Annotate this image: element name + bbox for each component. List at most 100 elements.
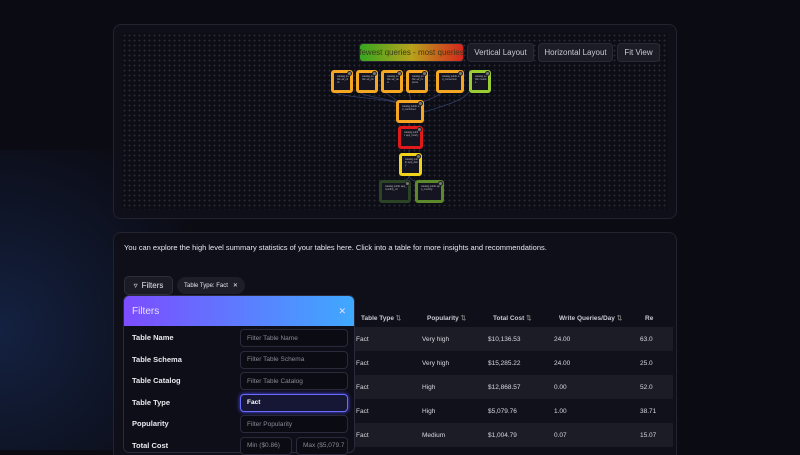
table-cell: $10,136.53 [485, 327, 551, 351]
table-node[interactable]: catalog public app_monthly_v2 [379, 180, 411, 203]
node-close-icon[interactable] [438, 181, 443, 186]
table-cell: Medium [419, 423, 485, 447]
filter-label: Table Catalog [132, 376, 181, 385]
table-cell: $12,868.57 [485, 375, 551, 399]
column-header[interactable]: Total Cost ⇅ [485, 309, 551, 327]
column-header[interactable]: Popularity ⇅ [419, 309, 485, 327]
node-label: catalog public ad_click [337, 75, 349, 84]
node-close-icon[interactable] [417, 127, 422, 132]
node-label: catalog public creative [475, 75, 487, 84]
table-node[interactable]: catalog public ad_view [381, 70, 403, 93]
tables-table: Table Type ⇅ Popularity ⇅ Total Cost ⇅ Writ… [353, 309, 673, 447]
filter-label: Total Cost [132, 440, 169, 450]
table-cell: 38.71 [637, 399, 673, 423]
table-cell: $5,079.76 [485, 399, 551, 423]
table-cell: $15,285.22 [485, 351, 551, 375]
min-cost-input[interactable]: Min ($0.86) [240, 436, 292, 455]
filter-input[interactable]: Filter Table Catalog [240, 372, 348, 390]
filter-icon: ▿ [133, 281, 138, 290]
sort-icon[interactable]: ⇅ [458, 315, 467, 322]
column-header[interactable]: Write Queries/Day ⇅ [551, 309, 637, 327]
table-row[interactable]: Fact High $5,079.76 1.00 38.71 [353, 399, 673, 423]
intro-text: You can explore the high level summary s… [124, 243, 547, 252]
filter-chip-label: Table Type: Fact [184, 282, 228, 289]
node-label: catalog public ad_pin [362, 75, 374, 81]
node-close-icon[interactable] [405, 181, 410, 186]
sort-icon[interactable]: ⇅ [394, 315, 402, 322]
close-icon[interactable]: ✕ [232, 283, 238, 289]
table-node[interactable]: catalog public creative [469, 70, 491, 93]
filters-button-label: Filters [141, 281, 164, 290]
table-cell: Very high [419, 351, 485, 375]
table-cell: 63.0 [637, 327, 673, 351]
table-node[interactable]: catalog public app_monthly [415, 180, 444, 203]
close-icon[interactable]: ✕ [338, 305, 346, 316]
table-cell: 25.0 [637, 351, 673, 375]
node-label: catalog public ad_impress [412, 75, 424, 84]
sort-icon[interactable]: ⇅ [524, 315, 532, 322]
node-close-icon[interactable] [422, 71, 427, 76]
table-node[interactable]: catalog public ad_conversion [436, 70, 464, 93]
table-row[interactable]: Fact High $12,868.57 0.00 52.0 [353, 375, 673, 399]
table-cell: $1,004.79 [485, 423, 551, 447]
edge [416, 91, 470, 116]
node-label: catalog public app_monthly_v2 [385, 185, 407, 191]
table-node[interactable]: catalog public ad_click [331, 70, 353, 93]
node-label: catalog public ad_combined [402, 105, 420, 111]
node-label: catalog public ad_conversion [442, 75, 460, 81]
vertical-layout-button[interactable]: Vertical Layout [467, 43, 534, 62]
table-cell: High [419, 375, 485, 399]
table-row[interactable]: Fact Very high $15,285.22 24.00 25.0 [353, 351, 673, 375]
column-header[interactable]: Table Type ⇅ [353, 309, 419, 327]
column-header[interactable]: Re [637, 309, 673, 327]
table-node[interactable]: catalog public ad_impress [406, 70, 428, 93]
filters-popup-header: Filters ✕ [124, 296, 354, 326]
node-close-icon[interactable] [485, 71, 490, 76]
table-cell: Fact [353, 423, 419, 447]
column-header-label: Popularity [427, 315, 459, 322]
filter-label: Popularity [132, 419, 169, 428]
fit-view-button[interactable]: Fit View [617, 43, 660, 62]
table-cell: 0.00 [551, 375, 637, 399]
horizontal-layout-button[interactable]: Horizontal Layout [538, 43, 613, 62]
node-label: catalog public ad_view [387, 75, 399, 84]
filter-label: Table Name [132, 333, 174, 342]
table-node[interactable]: catalog public app_daily [399, 153, 422, 176]
node-close-icon[interactable] [347, 71, 352, 76]
table-cell: High [419, 399, 485, 423]
filters-popup-title: Filters [132, 305, 160, 317]
filter-label: Table Type [132, 397, 171, 407]
table-cell: Fact [353, 351, 419, 375]
sort-icon[interactable]: ⇅ [614, 315, 623, 322]
node-close-icon[interactable] [458, 71, 463, 76]
edge [333, 91, 403, 106]
filters-popup: Filters ✕ Table Name Filter Table Name Tab… [123, 295, 355, 455]
table-node[interactable]: catalog public app_hourly [398, 126, 423, 149]
node-close-icon[interactable] [372, 71, 377, 76]
column-header-label: Re [645, 314, 654, 322]
query-count-legend: fewest queries - most queries [359, 43, 464, 62]
node-close-icon[interactable] [397, 71, 402, 76]
node-label: catalog public app_monthly [421, 185, 440, 191]
filters-button[interactable]: ▿ Filters [124, 276, 173, 295]
column-header-label: Table Type [361, 315, 394, 322]
node-close-icon[interactable] [416, 154, 421, 159]
table-row[interactable]: Fact Very high $10,136.53 24.00 63.0 [353, 327, 673, 351]
filter-label: Table Schema [132, 354, 182, 364]
filter-input[interactable]: Filter Table Name [240, 329, 348, 347]
table-cell: 52.0 [637, 375, 673, 399]
max-cost-input[interactable]: Max ($5,079.7 [296, 436, 348, 455]
summary-panel: You can explore the high level summary s… [113, 232, 677, 455]
node-close-icon[interactable] [418, 101, 423, 106]
table-cell: 1.00 [551, 399, 637, 423]
table-type-input[interactable]: Fact [240, 393, 348, 412]
filter-chip[interactable]: Table Type: Fact ✕ [177, 277, 245, 294]
table-node[interactable]: catalog public ad_pin [356, 70, 378, 93]
filter-input[interactable]: Filter Popularity [240, 415, 348, 433]
table-row[interactable]: Fact Medium $1,004.79 0.07 15.07 [353, 423, 673, 447]
table-node[interactable]: catalog public ad_combined [396, 100, 424, 123]
filter-input[interactable]: Filter Table Schema [240, 350, 348, 369]
table-cell: 24.00 [551, 327, 637, 351]
